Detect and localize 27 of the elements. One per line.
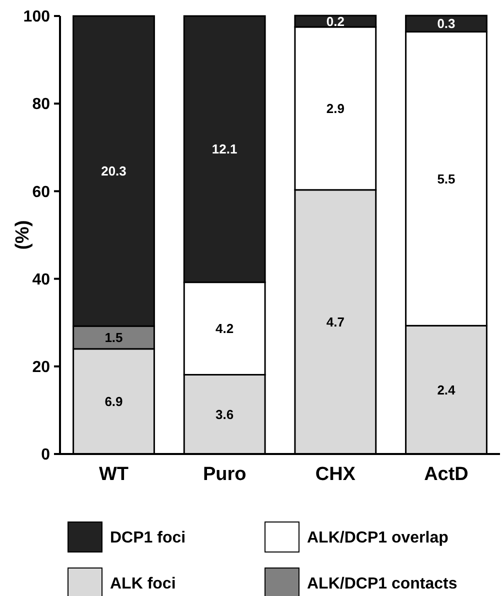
annotation: 4.2 <box>216 321 234 336</box>
annotation: 1.5 <box>104 330 123 346</box>
annotation: 2.4 <box>437 382 456 398</box>
x-tick-label: CHX <box>315 464 356 485</box>
annotation: 12.1 <box>212 142 238 157</box>
annotation: 6.9 <box>104 394 123 409</box>
x-tick-label: WT <box>98 464 129 485</box>
y-tick-label: 80 <box>32 96 50 114</box>
annotation: 0.3 <box>437 16 456 32</box>
x-tick-label: Puro <box>202 464 246 485</box>
annotation: 20.3 <box>101 164 126 179</box>
legend-label: ALK foci <box>110 576 176 593</box>
annotation: 2.9 <box>326 100 344 116</box>
annotation: 5.5 <box>437 171 456 186</box>
annotation: 3.6 <box>216 406 234 422</box>
legend-label: ALK/DCP1 overlap <box>307 530 449 547</box>
y-tick-label: 20 <box>32 359 50 376</box>
y-axis-title: (%) <box>12 220 34 250</box>
x-tick-label: ActD <box>424 464 468 485</box>
legend-label: ALK/DCP1 contacts <box>307 576 458 593</box>
annotation: 4.7 <box>326 314 344 330</box>
legend-label: DCP1 foci <box>110 530 186 547</box>
y-tick-label: 40 <box>32 271 50 288</box>
annotation: 0.2 <box>326 14 344 29</box>
y-tick-label: 60 <box>32 184 50 201</box>
y-tick-label: 100 <box>23 8 50 26</box>
y-tick-label: 0 <box>41 446 50 464</box>
